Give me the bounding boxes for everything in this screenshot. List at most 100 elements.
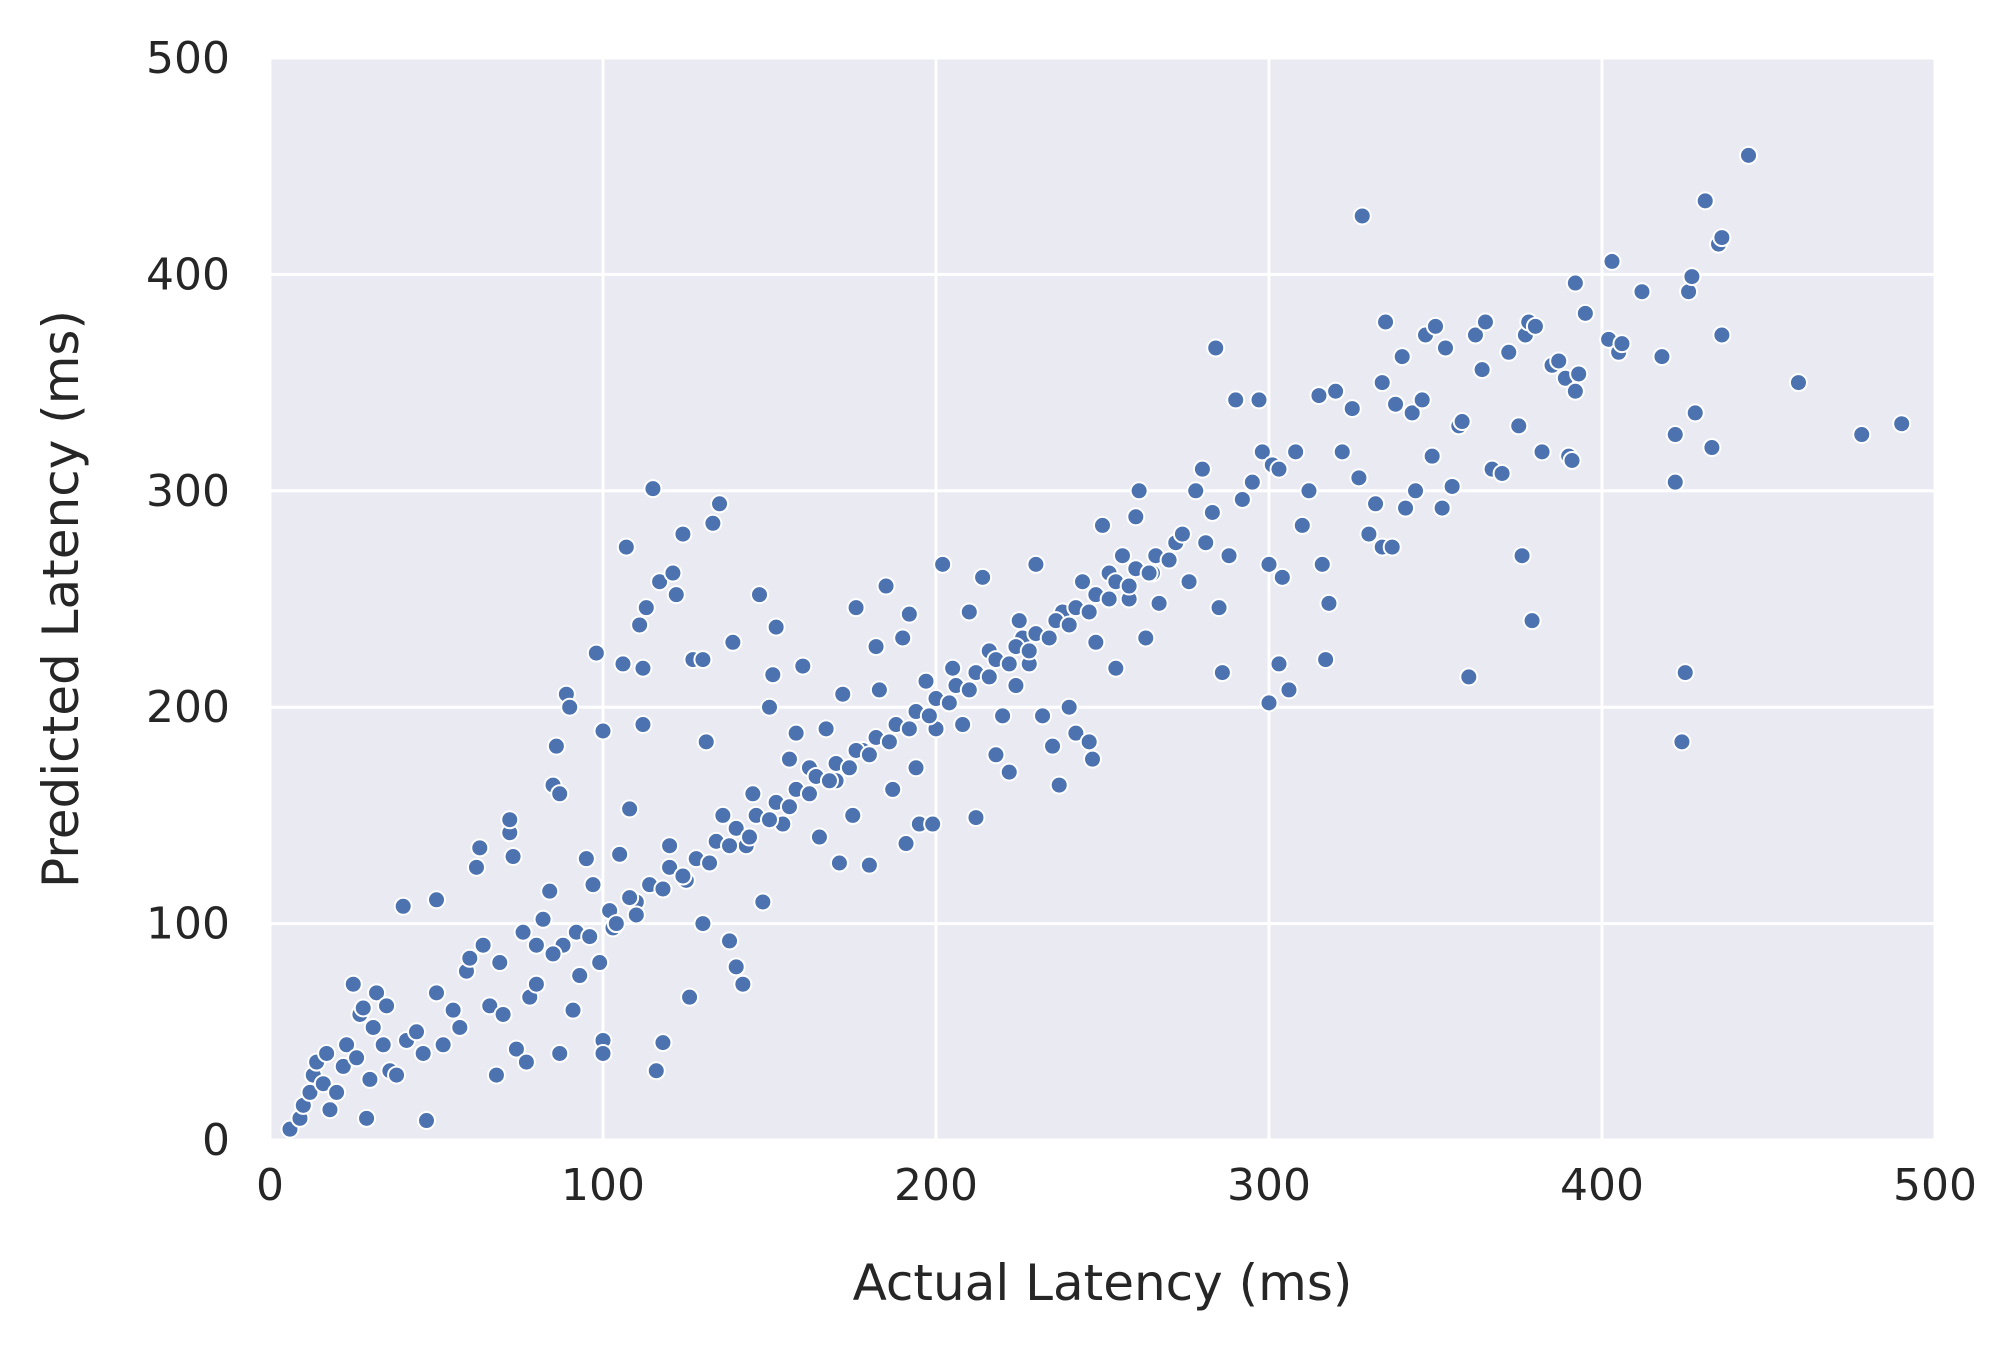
data-point xyxy=(590,953,610,973)
data-point xyxy=(816,719,836,739)
data-point xyxy=(1575,303,1595,323)
data-point xyxy=(916,671,936,691)
data-point xyxy=(1426,316,1445,336)
data-point xyxy=(1565,381,1585,401)
data-point xyxy=(1672,732,1692,752)
data-point xyxy=(1049,775,1069,795)
data-point xyxy=(893,628,913,648)
x-tick-labels: 0 100 200 300 400 500 xyxy=(256,1160,1977,1211)
data-point xyxy=(673,524,693,544)
data-point xyxy=(1712,325,1732,345)
data-point xyxy=(693,650,713,670)
data-point xyxy=(1532,442,1552,462)
data-point xyxy=(1326,381,1346,401)
data-point xyxy=(620,799,640,819)
data-point xyxy=(726,818,746,838)
data-point xyxy=(646,1061,666,1081)
data-point xyxy=(393,896,413,916)
y-tick-labels: 0 100 200 300 400 500 xyxy=(146,33,230,1166)
data-point xyxy=(486,1065,506,1085)
data-point xyxy=(1459,667,1479,687)
data-point xyxy=(720,836,740,856)
data-point xyxy=(550,1043,570,1063)
data-point xyxy=(1129,481,1149,501)
data-point xyxy=(779,749,799,769)
data-point xyxy=(883,779,903,799)
data-point xyxy=(933,554,953,574)
data-point xyxy=(829,853,849,873)
data-point xyxy=(1059,697,1079,717)
data-point xyxy=(466,857,486,877)
data-point xyxy=(593,721,613,741)
data-point xyxy=(363,1017,383,1037)
data-point xyxy=(1435,338,1455,358)
data-point xyxy=(1309,386,1329,406)
data-point xyxy=(1685,403,1705,423)
data-point xyxy=(1422,446,1442,466)
data-point xyxy=(1119,576,1139,596)
data-point xyxy=(633,715,653,735)
data-point xyxy=(1139,563,1159,583)
data-point xyxy=(433,1035,453,1055)
data-point xyxy=(1665,472,1685,492)
data-point xyxy=(973,567,993,587)
data-point xyxy=(1093,515,1112,535)
data-point xyxy=(357,1108,377,1128)
x-tick-label: 400 xyxy=(1560,1160,1644,1211)
data-point xyxy=(470,838,490,858)
data-point xyxy=(703,513,723,533)
data-point xyxy=(606,914,626,934)
data-point xyxy=(1202,502,1222,522)
data-point xyxy=(560,697,580,717)
data-point xyxy=(943,658,963,678)
data-point xyxy=(1212,663,1232,683)
data-point xyxy=(1172,524,1192,544)
data-point xyxy=(1149,593,1169,613)
data-point xyxy=(1033,706,1053,726)
data-point xyxy=(1219,546,1239,566)
data-point xyxy=(993,706,1013,726)
data-point xyxy=(1086,632,1106,652)
data-point xyxy=(1665,425,1685,445)
data-point xyxy=(1259,554,1279,574)
data-point xyxy=(1382,537,1402,557)
data-point xyxy=(1009,611,1029,631)
data-point xyxy=(417,1111,437,1131)
x-axis-title: Actual Latency (ms) xyxy=(853,1254,1353,1312)
data-point xyxy=(1316,650,1336,670)
data-point xyxy=(1196,533,1216,553)
data-point xyxy=(1549,351,1569,371)
data-point xyxy=(663,563,683,583)
data-point xyxy=(1475,312,1495,332)
data-point xyxy=(1569,364,1589,384)
data-point xyxy=(576,849,596,869)
data-point xyxy=(1226,390,1246,410)
data-point xyxy=(1712,228,1732,248)
data-point xyxy=(337,1035,357,1055)
data-point xyxy=(1406,481,1426,501)
data-point xyxy=(846,598,866,618)
data-point xyxy=(723,632,743,652)
data-point xyxy=(673,866,693,886)
data-point xyxy=(779,797,799,817)
data-point xyxy=(427,890,446,910)
data-point xyxy=(1249,390,1269,410)
y-tick-label: 100 xyxy=(146,899,230,950)
data-point xyxy=(660,836,680,856)
data-point xyxy=(546,736,566,756)
data-point xyxy=(1612,334,1632,354)
data-point xyxy=(373,1035,393,1055)
data-point xyxy=(1602,251,1622,271)
data-point xyxy=(1465,325,1485,345)
data-point xyxy=(660,857,680,877)
data-point xyxy=(1376,312,1396,332)
data-point xyxy=(899,719,919,739)
data-point xyxy=(710,494,730,514)
data-point xyxy=(1059,615,1079,635)
data-point xyxy=(320,1100,340,1120)
data-point xyxy=(743,784,763,804)
data-point xyxy=(1006,676,1026,696)
data-point xyxy=(1352,206,1372,226)
x-tick-label: 300 xyxy=(1227,1160,1311,1211)
data-point xyxy=(843,805,863,825)
